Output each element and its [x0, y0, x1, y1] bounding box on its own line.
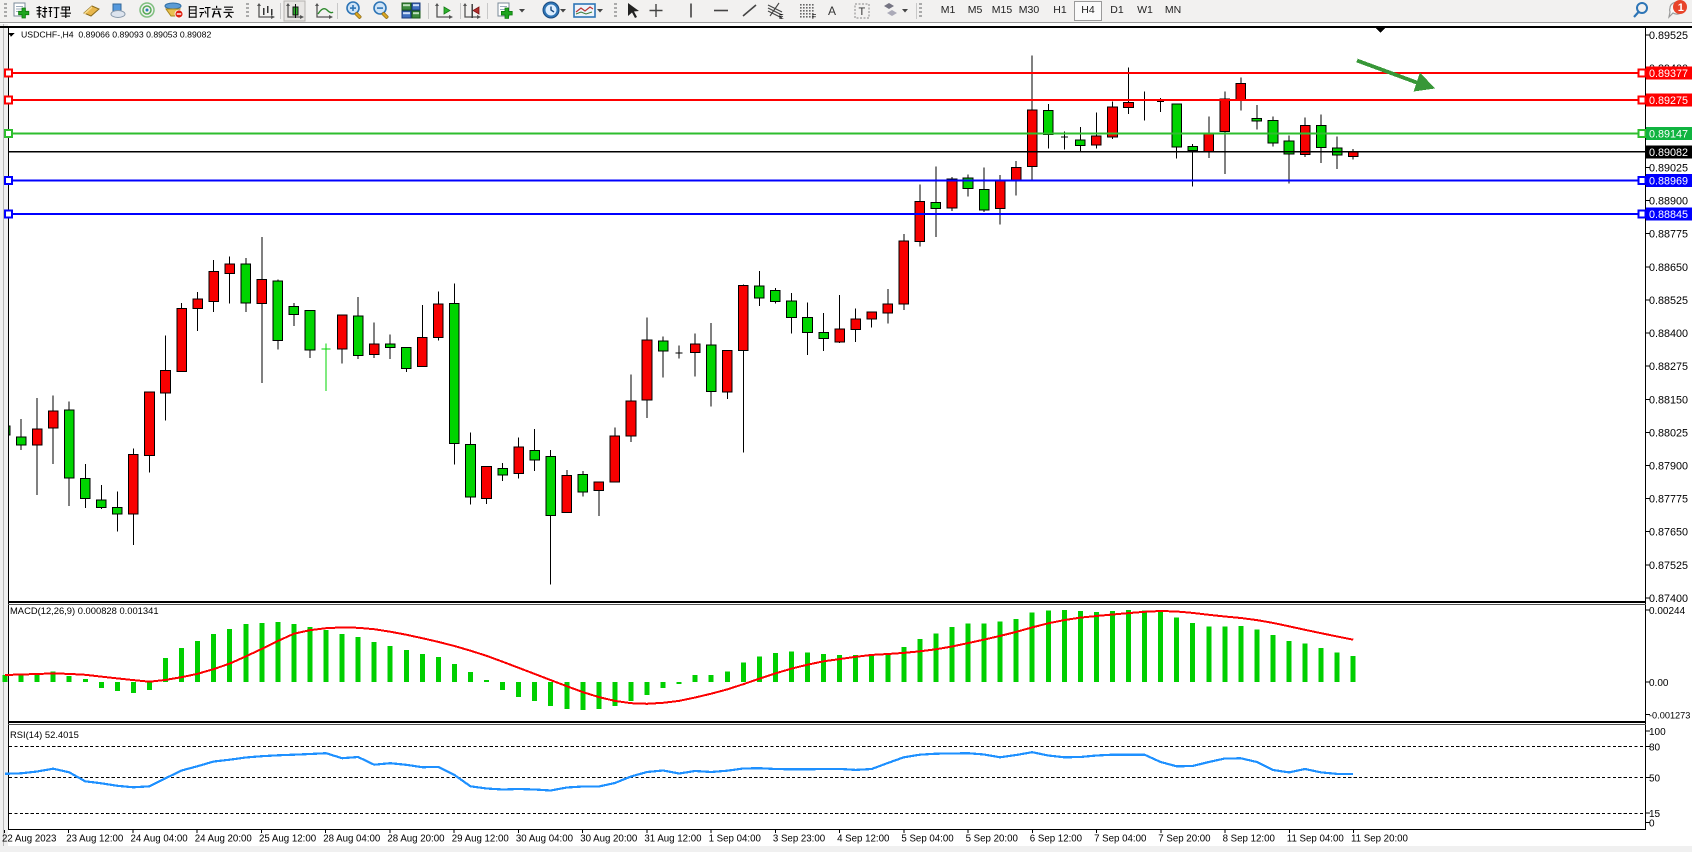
svg-text:80: 80: [1649, 742, 1661, 753]
svg-text:0.88025: 0.88025: [1649, 427, 1688, 439]
svg-text:0.88150: 0.88150: [1649, 394, 1688, 406]
svg-text:0.88275: 0.88275: [1649, 361, 1688, 373]
svg-text:28 Aug 04:00: 28 Aug 04:00: [323, 834, 381, 845]
svg-text:11 Sep 20:00: 11 Sep 20:00: [1351, 834, 1409, 845]
svg-text:0.89275: 0.89275: [1649, 95, 1688, 107]
svg-text:30 Aug 04:00: 30 Aug 04:00: [516, 834, 574, 845]
svg-text:15: 15: [1649, 809, 1661, 820]
svg-text:0.88400: 0.88400: [1649, 328, 1688, 340]
svg-text:0.88900: 0.88900: [1649, 196, 1688, 208]
svg-text:0.87900: 0.87900: [1649, 461, 1688, 473]
svg-text:0.88650: 0.88650: [1649, 262, 1688, 274]
svg-text:24 Aug 04:00: 24 Aug 04:00: [131, 834, 189, 845]
svg-text:22 Aug 2023: 22 Aug 2023: [2, 834, 56, 845]
svg-text:MACD(12,26,9) 0.000828 0.00134: MACD(12,26,9) 0.000828 0.001341: [10, 605, 159, 616]
svg-text:50: 50: [1649, 773, 1661, 784]
svg-text:E: E: [779, 14, 784, 21]
svg-text:0.88775: 0.88775: [1649, 229, 1688, 241]
svg-text:8 Sep 12:00: 8 Sep 12:00: [1223, 834, 1276, 845]
svg-text:0.88845: 0.88845: [1649, 209, 1688, 221]
svg-text:25 Aug 12:00: 25 Aug 12:00: [259, 834, 317, 845]
svg-text:RSI(14) 52.4015: RSI(14) 52.4015: [10, 729, 79, 740]
svg-text:0.88525: 0.88525: [1649, 295, 1688, 307]
svg-text:0.89025: 0.89025: [1649, 163, 1688, 175]
svg-text:4 Sep 12:00: 4 Sep 12:00: [837, 834, 890, 845]
svg-text:29 Aug 12:00: 29 Aug 12:00: [452, 834, 510, 845]
svg-text:0.87525: 0.87525: [1649, 560, 1688, 572]
svg-text:7 Sep 04:00: 7 Sep 04:00: [1094, 834, 1147, 845]
svg-text:1 Sep 04:00: 1 Sep 04:00: [709, 834, 762, 845]
svg-text:0.89525: 0.89525: [1649, 30, 1688, 42]
svg-text:3 Sep 23:00: 3 Sep 23:00: [773, 834, 826, 845]
svg-text:0: 0: [1649, 819, 1655, 830]
svg-text:5 Sep 04:00: 5 Sep 04:00: [901, 834, 954, 845]
svg-text:100: 100: [1649, 727, 1666, 738]
svg-text:0.00: 0.00: [1649, 678, 1669, 689]
svg-text:USDCHF-,H4 0.89066 0.89093 0.: USDCHF-,H4 0.89066 0.89093 0.89053 0.890…: [21, 30, 211, 40]
svg-text:30 Aug 20:00: 30 Aug 20:00: [580, 834, 638, 845]
svg-text:0.89377: 0.89377: [1649, 68, 1688, 80]
svg-text:0.88969: 0.88969: [1649, 176, 1688, 188]
svg-text:0.87400: 0.87400: [1649, 593, 1688, 605]
svg-text:6 Sep 12:00: 6 Sep 12:00: [1030, 834, 1083, 845]
svg-text:23 Aug 12:00: 23 Aug 12:00: [66, 834, 124, 845]
svg-text:28 Aug 20:00: 28 Aug 20:00: [387, 834, 445, 845]
svg-text:0.87775: 0.87775: [1649, 494, 1688, 506]
svg-text:7 Sep 20:00: 7 Sep 20:00: [1158, 834, 1211, 845]
svg-text:31 Aug 12:00: 31 Aug 12:00: [644, 834, 702, 845]
svg-text:F: F: [812, 14, 816, 21]
svg-text:0.00244: 0.00244: [1649, 606, 1686, 617]
svg-text:T: T: [859, 6, 866, 18]
svg-text:11 Sep 04:00: 11 Sep 04:00: [1287, 834, 1345, 845]
svg-text:0.89147: 0.89147: [1649, 129, 1688, 141]
svg-text:A: A: [828, 4, 836, 18]
svg-text:5 Sep 20:00: 5 Sep 20:00: [966, 834, 1019, 845]
svg-text:0.89082: 0.89082: [1649, 147, 1688, 159]
svg-text:1: 1: [1678, 2, 1684, 14]
svg-text:24 Aug 20:00: 24 Aug 20:00: [195, 834, 253, 845]
svg-text:0.87650: 0.87650: [1649, 527, 1688, 539]
svg-text:-0.001273: -0.001273: [1649, 711, 1690, 721]
